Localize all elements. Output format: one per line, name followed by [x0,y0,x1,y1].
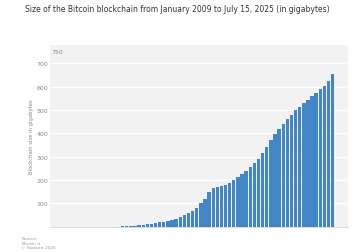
Bar [228,183,231,227]
Bar [318,90,322,227]
Bar [327,82,330,227]
Y-axis label: Blockchain size in gigabytes: Blockchain size in gigabytes [29,99,34,173]
Bar [150,224,153,227]
Bar [290,116,293,227]
Bar [236,177,240,227]
Text: Size of the Bitcoin blockchain from January 2009 to July 15, 2025 (in gigabytes): Size of the Bitcoin blockchain from Janu… [25,5,330,14]
Bar [199,204,203,227]
Bar [207,192,211,227]
Bar [298,107,301,227]
Bar [137,226,141,227]
Bar [232,180,235,227]
Bar [282,124,285,227]
Bar [257,159,260,227]
Bar [286,120,289,227]
Bar [142,225,145,227]
Bar [240,174,244,227]
Text: 750: 750 [51,50,63,55]
Bar [224,185,227,227]
Bar [183,216,186,227]
Bar [220,186,223,227]
Bar [215,187,219,227]
Bar [133,226,137,227]
Bar [253,164,256,227]
Bar [306,101,310,227]
Bar [273,135,277,227]
Bar [248,168,252,227]
Bar [179,217,182,227]
Bar [158,223,162,227]
Bar [331,75,334,227]
Bar [154,223,157,227]
Bar [125,226,129,227]
Bar [162,222,165,227]
Bar [191,211,194,227]
Bar [212,188,215,227]
Bar [323,86,326,227]
Bar [129,226,132,227]
Bar [269,141,273,227]
Bar [261,153,264,227]
Bar [166,221,170,227]
Bar [146,225,149,227]
Bar [302,104,306,227]
Bar [265,147,268,227]
Bar [170,220,174,227]
Bar [245,171,248,227]
Bar [277,130,281,227]
Bar [294,111,297,227]
Bar [195,208,198,227]
Text: Source:
Bitcoin.it
© Statista 2025: Source: Bitcoin.it © Statista 2025 [21,236,56,249]
Bar [203,199,207,227]
Bar [187,213,190,227]
Bar [315,94,318,227]
Bar [310,97,314,227]
Bar [174,219,178,227]
